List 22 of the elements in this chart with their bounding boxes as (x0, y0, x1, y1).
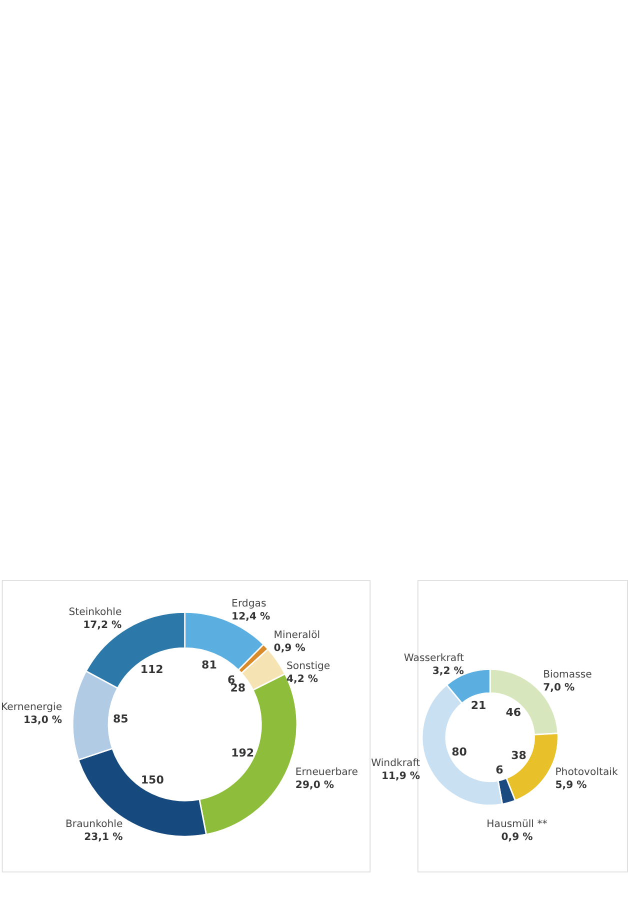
data-label: 80 (452, 745, 468, 758)
data-label: 150 (140, 774, 164, 787)
category-label: Erneuerbare 29,0 % (295, 766, 358, 791)
data-label: 112 (140, 662, 164, 676)
data-label: 192 (231, 746, 254, 760)
category-label: Braunkohle 23,1 % (65, 819, 123, 843)
category-label: Steinkohle 17,2 % (68, 606, 122, 631)
category-label: Windkraft 11,9 % (371, 758, 420, 782)
data-label: 38 (511, 749, 526, 762)
slice-label: Hausmüll ** 0,9 % (486, 819, 548, 844)
category-label: Mineralöl 0,9 % (274, 630, 320, 654)
data-label: 85 (113, 712, 128, 726)
category-label: Erdgas 12,4 % (232, 598, 270, 623)
data-label: 21 (470, 698, 486, 712)
data-label: 6 (496, 764, 504, 777)
data-label: 46 (506, 706, 522, 720)
category-label: Biomasse 7,0 % (543, 669, 592, 694)
data-label: 81 (202, 658, 217, 672)
category-label: Sonstige 4,2 % (286, 661, 330, 686)
category-label: Wasserkraft 3,2 % (404, 652, 464, 677)
category-label: Kernenergie 13,0 % (1, 702, 62, 726)
category-label: Photovoltaik 5,9 % (555, 767, 618, 791)
